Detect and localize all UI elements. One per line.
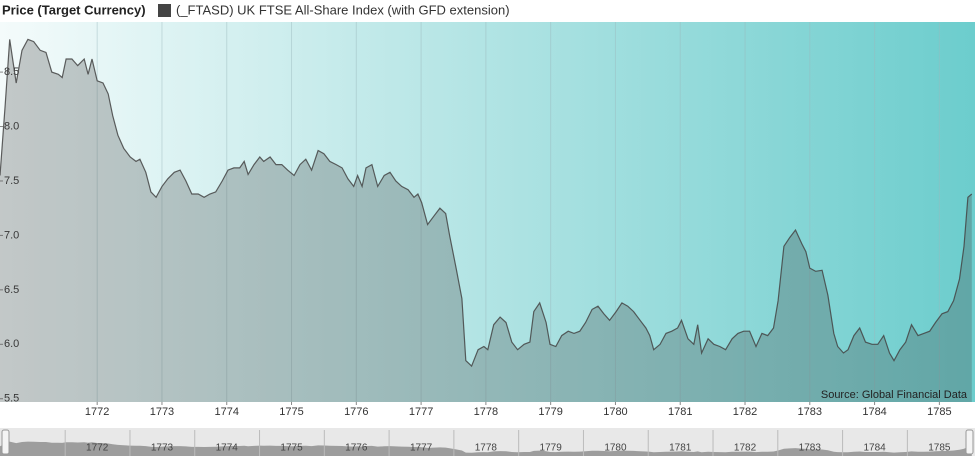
area-line [0, 38, 973, 368]
x-tick-label: 1783 [798, 406, 822, 418]
navigator-tick-label: 1776 [345, 443, 368, 454]
navigator-tick-label: 1784 [863, 443, 886, 454]
x-tick-label: 1773 [150, 406, 174, 418]
navigator-tick-label: 1783 [799, 443, 822, 454]
x-tick-label: 1785 [927, 406, 951, 418]
navigator-tick-label: 1782 [734, 443, 757, 454]
navigator-tick-label: 1773 [151, 443, 174, 454]
navigator-tick-label: 1785 [928, 443, 951, 454]
navigator-tick-label: 1774 [216, 443, 239, 454]
navigator-handle[interactable] [1, 429, 10, 455]
source-note: Source: Global Financial Data [821, 389, 968, 401]
navigator-area [0, 441, 972, 456]
x-tick-label: 1774 [215, 406, 239, 418]
y-tick-label: 7.0 [4, 229, 19, 241]
legend-swatch [158, 4, 171, 17]
navigator-tick-label: 1779 [540, 443, 563, 454]
y-tick-label: 6.5 [4, 284, 19, 296]
navigator-handle[interactable] [965, 429, 974, 455]
y-axis-title: Price (Target Currency) [2, 2, 146, 17]
x-tick-label: 1772 [85, 406, 109, 418]
x-tick-label: 1776 [344, 406, 368, 418]
y-tick-label: 7.5 [4, 175, 19, 187]
x-tick-label: 1781 [668, 406, 692, 418]
x-tick-label: 1778 [474, 406, 498, 418]
x-tick-label: 1779 [538, 406, 562, 418]
area-fill [0, 39, 972, 403]
navigator-tick-label: 1778 [475, 443, 498, 454]
x-tick-label: 1780 [603, 406, 627, 418]
x-tick-label: 1784 [862, 406, 886, 418]
y-tick-label: 6.0 [4, 338, 19, 350]
plot: 5.56.06.57.07.58.08.5 [0, 38, 973, 405]
x-tick-label: 1775 [279, 406, 303, 418]
navigator-tick-label: 1772 [86, 443, 109, 454]
grid: 1772 1773 1774 1775 1776 1777 1778 1779 1780 1781… [0, 22, 952, 418]
y-tick-label: 5.5 [4, 393, 19, 405]
navigator-tick-label: 1777 [410, 443, 433, 454]
navigator-tick-label: 1780 [604, 443, 627, 454]
legend-label[interactable]: (_FTASD) UK FTSE All-Share Index (with G… [176, 2, 510, 17]
navigator: 1772 1773 1774 1775 1776 1777 1778 1779 1780 1781… [0, 430, 972, 456]
x-tick-label: 1777 [409, 406, 433, 418]
navigator-tick-label: 1781 [669, 443, 692, 454]
y-tick-label: 8.0 [4, 120, 19, 132]
navigator-tick-label: 1775 [280, 443, 303, 454]
x-tick-label: 1782 [733, 406, 757, 418]
plot-background [0, 22, 975, 402]
